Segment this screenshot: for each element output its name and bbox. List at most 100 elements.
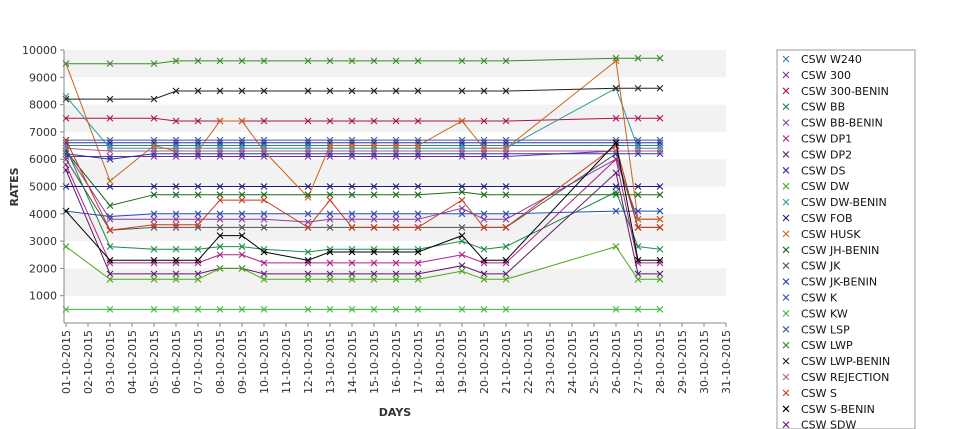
legend-entry: CSW DP2 <box>801 148 852 161</box>
data-point <box>392 147 400 155</box>
data-point <box>304 153 312 160</box>
series-layer <box>62 54 664 313</box>
data-point <box>480 215 488 223</box>
legend-entry: CSW DW-BENIN <box>801 196 887 209</box>
legend-entry: CSW LWP-BENIN <box>801 355 890 368</box>
legend-entry: CSW REJECTION <box>801 371 889 384</box>
data-point <box>260 196 268 204</box>
series-line-csw-dp1 <box>65 158 660 264</box>
data-point <box>326 57 334 65</box>
legend-marker <box>782 389 790 397</box>
data-point <box>458 196 466 204</box>
data-point <box>238 265 246 272</box>
data-point <box>392 117 400 125</box>
data-point <box>216 87 224 95</box>
data-point <box>194 210 202 218</box>
data-point <box>216 183 224 190</box>
data-point <box>150 150 158 158</box>
data-point <box>458 136 466 144</box>
data-point <box>392 139 400 147</box>
data-point <box>238 136 246 144</box>
data-point <box>194 153 202 160</box>
data-point <box>502 275 510 283</box>
data-point <box>634 114 642 122</box>
x-tick-label: 12-10-2015 <box>302 330 315 394</box>
data-point <box>414 147 422 155</box>
legend-marker <box>782 246 790 254</box>
data-point <box>172 117 180 125</box>
data-point <box>370 150 378 158</box>
x-tick-label: 28-10-2015 <box>654 330 667 394</box>
x-tick-label: 20-10-2015 <box>478 330 491 394</box>
data-point <box>216 191 224 199</box>
data-point <box>656 224 664 231</box>
data-point <box>172 57 180 65</box>
x-tick-label: 25-10-2015 <box>588 330 601 394</box>
legend-entry: CSW 300-BENIN <box>801 85 889 98</box>
data-point <box>634 305 642 313</box>
legend-entry: CSW DS <box>801 164 846 177</box>
data-point <box>326 139 334 147</box>
data-point <box>656 245 664 253</box>
data-point <box>150 142 158 149</box>
data-point <box>458 204 466 212</box>
data-point <box>304 139 312 147</box>
data-point <box>260 210 268 218</box>
data-point <box>370 305 378 313</box>
data-point <box>414 150 422 158</box>
data-point <box>480 150 488 158</box>
x-tick-label: 04-10-2015 <box>126 330 139 394</box>
x-tick-label: 17-10-2015 <box>412 330 425 394</box>
data-point <box>238 224 246 231</box>
data-point <box>106 243 114 250</box>
data-point <box>150 245 158 253</box>
data-point <box>392 305 400 313</box>
data-point <box>238 210 246 218</box>
x-tick-label: 14-10-2015 <box>346 330 359 394</box>
data-point <box>612 183 620 190</box>
data-point <box>370 139 378 147</box>
y-tick-label: 5000 <box>29 181 57 194</box>
data-point <box>348 210 356 218</box>
data-point <box>260 139 268 147</box>
data-point <box>194 147 202 155</box>
data-point <box>260 305 268 313</box>
data-point <box>106 155 114 163</box>
data-point <box>480 256 488 264</box>
data-point <box>194 256 202 264</box>
data-point <box>326 248 334 256</box>
data-point <box>502 224 510 231</box>
data-point <box>326 245 334 253</box>
data-point <box>150 60 158 68</box>
data-point <box>656 84 664 92</box>
series-line-csw-bb <box>65 148 661 253</box>
data-point <box>348 150 356 158</box>
data-point <box>656 136 664 144</box>
data-point <box>106 114 114 122</box>
data-point <box>194 221 202 229</box>
legend-entry: CSW BB-BENIN <box>801 117 883 130</box>
series-line-csw-lwp <box>66 57 660 65</box>
data-point <box>238 191 246 199</box>
data-point <box>238 147 246 155</box>
data-point <box>458 117 466 125</box>
data-point <box>172 139 180 147</box>
series-line-csw-300 <box>66 150 660 157</box>
legend-entry: CSW 300 <box>801 69 851 82</box>
data-point <box>326 117 334 125</box>
series-line-csw-jk-benin <box>65 153 660 160</box>
data-point <box>612 188 620 196</box>
data-point <box>414 259 422 267</box>
series-line-csw-300-benin <box>66 117 660 122</box>
data-point <box>304 270 312 278</box>
data-point <box>480 275 488 283</box>
legend-entry: CSW W240 <box>801 53 862 66</box>
data-point <box>392 142 400 149</box>
y-tick-label: 6000 <box>29 153 57 166</box>
data-point <box>194 191 202 199</box>
series-line-csw-dw <box>65 246 660 280</box>
data-point <box>150 114 158 122</box>
data-point <box>414 275 422 283</box>
data-point <box>106 144 114 152</box>
series-line-csw-s <box>65 139 660 231</box>
